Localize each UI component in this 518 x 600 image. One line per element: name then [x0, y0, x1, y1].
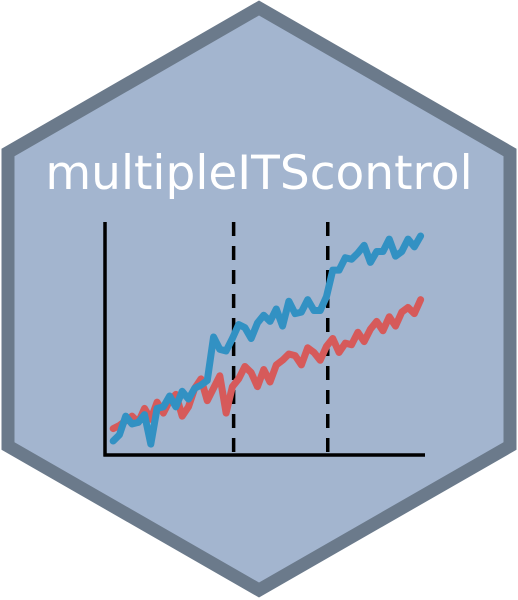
intervention-lines [231, 222, 330, 455]
line-chart [103, 222, 425, 457]
series-line-red [109, 296, 425, 433]
series-line-blue [109, 232, 425, 448]
logo-title: multipleITScontrol [45, 146, 472, 201]
chart-series [109, 232, 425, 448]
chart-axes [103, 222, 425, 457]
